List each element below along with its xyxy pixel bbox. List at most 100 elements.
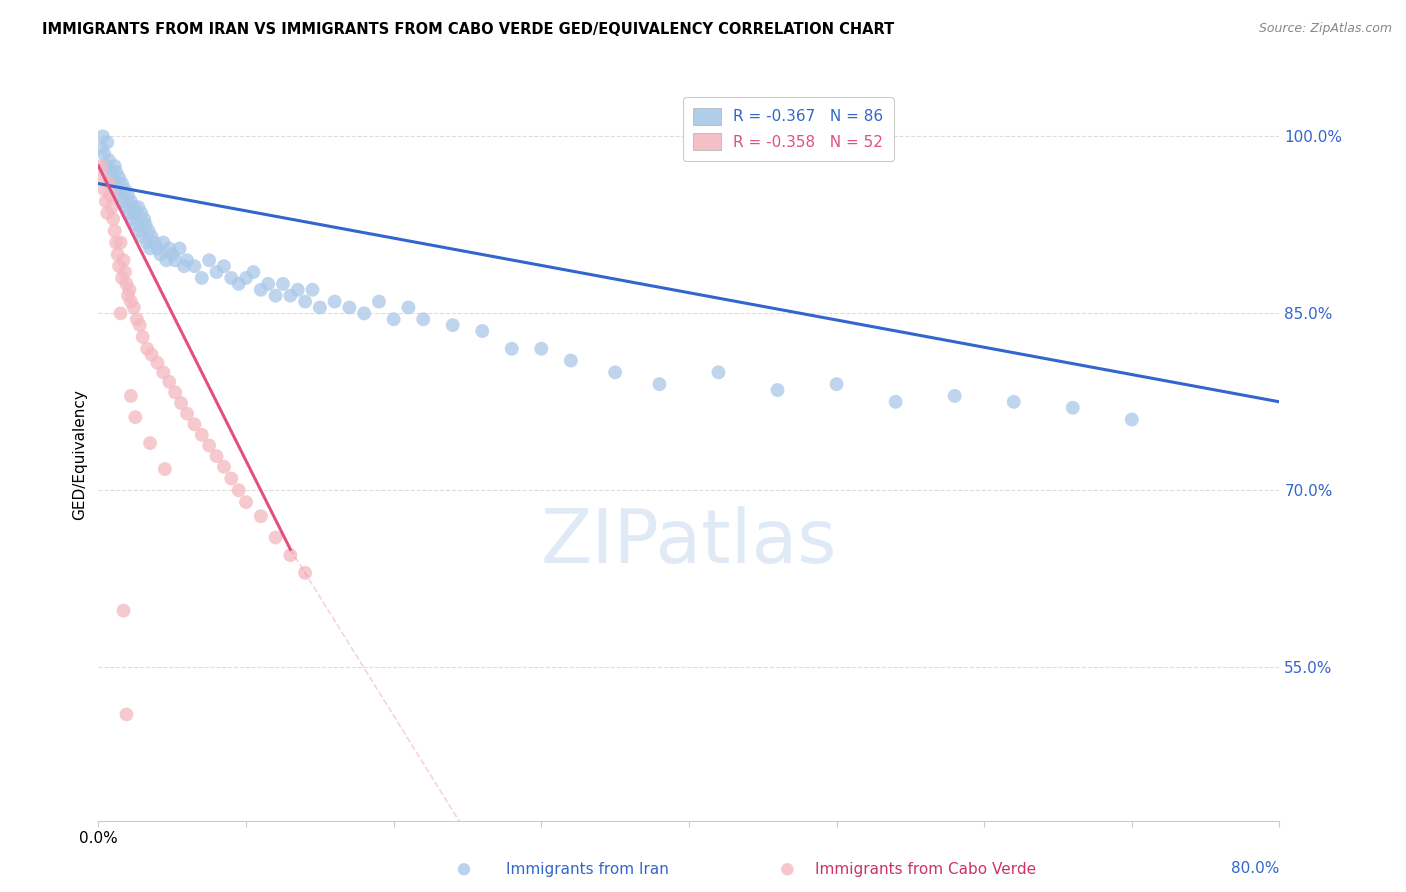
Point xyxy=(141,348,163,362)
Point xyxy=(110,306,132,320)
Point xyxy=(157,375,180,389)
Point xyxy=(1002,394,1025,409)
Point xyxy=(173,259,195,273)
Point xyxy=(122,301,145,315)
Point xyxy=(228,483,250,498)
Point xyxy=(228,277,250,291)
Point xyxy=(136,235,159,250)
Point xyxy=(205,449,228,463)
Text: 80.0%: 80.0% xyxy=(1232,861,1279,876)
Point xyxy=(235,495,257,509)
Point xyxy=(776,862,799,876)
Point xyxy=(766,383,789,397)
Point xyxy=(117,288,139,302)
Point xyxy=(368,294,391,309)
Point xyxy=(1121,412,1143,426)
Point xyxy=(114,182,136,196)
Point xyxy=(157,242,180,256)
Point xyxy=(884,394,907,409)
Point xyxy=(124,410,146,425)
Point xyxy=(453,862,475,876)
Point xyxy=(94,159,117,173)
Point xyxy=(110,188,132,202)
Point xyxy=(120,194,142,209)
Point xyxy=(943,389,966,403)
Point xyxy=(128,224,150,238)
Point xyxy=(139,436,162,450)
Point xyxy=(560,353,582,368)
Point xyxy=(105,235,128,250)
Point xyxy=(287,283,309,297)
Point xyxy=(250,509,273,524)
Point xyxy=(143,235,166,250)
Point xyxy=(132,229,155,244)
Point xyxy=(138,224,160,238)
Point xyxy=(264,531,287,545)
Point xyxy=(91,129,114,144)
Point xyxy=(141,229,163,244)
Point xyxy=(412,312,434,326)
Point xyxy=(98,188,121,202)
Point xyxy=(278,288,302,302)
Point xyxy=(198,438,221,452)
Point xyxy=(191,428,214,442)
Point xyxy=(111,177,134,191)
Point xyxy=(128,318,150,333)
Point xyxy=(120,389,142,403)
Point xyxy=(648,377,671,392)
Point xyxy=(112,604,135,618)
Point xyxy=(115,707,138,722)
Point xyxy=(183,417,205,432)
Point xyxy=(146,356,169,370)
Point xyxy=(90,141,112,155)
Point xyxy=(170,396,193,410)
Point xyxy=(114,265,136,279)
Point xyxy=(301,283,323,297)
Point xyxy=(149,247,172,261)
Point xyxy=(90,159,112,173)
Point xyxy=(132,330,155,344)
Point xyxy=(146,242,169,256)
Point xyxy=(136,342,159,356)
Point xyxy=(294,566,316,580)
Point xyxy=(264,288,287,302)
Text: Immigrants from Iran: Immigrants from Iran xyxy=(506,863,669,877)
Point xyxy=(118,283,141,297)
Point xyxy=(441,318,464,333)
Point xyxy=(278,548,302,562)
Point xyxy=(91,170,114,185)
Point xyxy=(339,301,360,315)
Point xyxy=(139,242,162,256)
Point xyxy=(396,301,419,315)
Point xyxy=(134,211,156,226)
Point xyxy=(115,200,138,214)
Point xyxy=(294,294,316,309)
Point xyxy=(219,471,242,485)
Point xyxy=(165,385,187,400)
Point xyxy=(235,271,257,285)
Point xyxy=(153,462,176,476)
Point xyxy=(103,177,125,191)
Point xyxy=(93,182,115,196)
Point xyxy=(127,200,149,214)
Y-axis label: GED/Equivalency: GED/Equivalency xyxy=(72,390,87,520)
Point xyxy=(105,165,128,179)
Point xyxy=(198,253,221,268)
Point xyxy=(115,277,138,291)
Point xyxy=(176,253,198,268)
Point xyxy=(471,324,494,338)
Point xyxy=(97,153,120,167)
Point xyxy=(103,211,125,226)
Point xyxy=(155,253,177,268)
Point xyxy=(121,211,143,226)
Text: ZIPatlas: ZIPatlas xyxy=(541,506,837,579)
Point xyxy=(205,265,228,279)
Point xyxy=(93,147,115,161)
Point xyxy=(242,265,264,279)
Point xyxy=(124,206,146,220)
Point xyxy=(118,206,141,220)
Point xyxy=(152,235,174,250)
Point xyxy=(108,259,131,273)
Point xyxy=(152,365,174,379)
Point xyxy=(165,253,187,268)
